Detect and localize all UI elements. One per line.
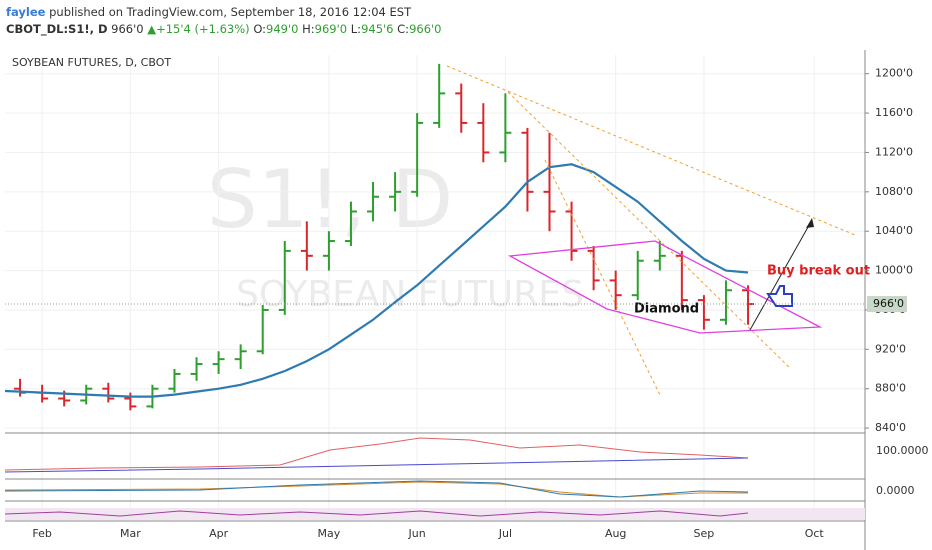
last-price-tag <box>867 296 907 313</box>
change-arrow: ▲ <box>147 22 157 36</box>
panel-band <box>5 508 865 520</box>
x-tick-label: Aug <box>605 527 626 540</box>
diamond <box>507 240 823 334</box>
trend-line <box>446 65 856 236</box>
indicator-line <box>4 457 749 473</box>
annotation: Diamond <box>634 302 699 317</box>
l-label: L: <box>350 22 362 36</box>
x-tick-label: May <box>318 527 341 540</box>
x-tick-label: Sep <box>694 527 715 540</box>
close: 966'0 <box>409 22 442 36</box>
drawings <box>446 65 856 396</box>
last-price-label: 966'0 <box>873 297 904 310</box>
low: 945'6 <box>361 22 394 36</box>
header-line: faylee published on TradingView.com, Sep… <box>6 4 906 21</box>
x-tick-label: Feb <box>32 527 51 540</box>
change: +15'4 (+1.63%) <box>156 22 250 36</box>
y-tick-label: 920'0 <box>875 342 906 355</box>
indicator-line <box>4 437 749 471</box>
moving-average <box>5 163 749 398</box>
indicator-line <box>4 480 749 498</box>
watermark-sub: SOYBEAN FUTURES <box>236 274 584 315</box>
thumb-icon <box>766 285 793 307</box>
x-tick-label: Mar <box>120 527 141 540</box>
y-tick-label: 1000'0 <box>875 264 913 277</box>
chart-title: SOYBEAN FUTURES, D, CBOT <box>12 56 171 69</box>
o-label: O: <box>253 22 267 36</box>
x-tick-label: Apr <box>209 527 229 540</box>
indicator-line <box>4 510 749 517</box>
arrow-head <box>806 218 814 228</box>
author: faylee <box>6 5 46 19</box>
header-line: CBOT_DL:S1!, D 966'0 ▲+15'4 (+1.63%) O:9… <box>6 21 906 38</box>
c-label: C: <box>397 22 410 36</box>
y-tick-label: 1160'0 <box>875 106 913 119</box>
x-tick-label: Jun <box>408 527 426 540</box>
watermark: S1!, D <box>207 153 453 246</box>
y-tick-label: 1120'0 <box>875 145 913 158</box>
y-tick-label: 1040'0 <box>875 224 913 237</box>
y-tick-label: 1080'0 <box>875 185 913 198</box>
high: 969'0 <box>314 22 348 36</box>
open: 949'0 <box>266 22 299 36</box>
y-tick-label: 880'0 <box>875 382 906 395</box>
y-tick-label: 840'0 <box>875 421 906 434</box>
arrow <box>749 219 813 331</box>
panel-tick-label: 0.0000 <box>876 484 915 497</box>
symbol: CBOT_DL:S1!, D <box>6 22 108 36</box>
published: published on TradingView.com, September … <box>49 5 412 19</box>
annotation: Buy break out <box>767 264 870 279</box>
y-tick-label: 1200'0 <box>875 67 913 80</box>
trend-line <box>544 159 661 396</box>
h-label: H: <box>302 22 315 36</box>
grid <box>5 55 865 520</box>
panel-tick-label: 100.0000 <box>876 444 929 457</box>
x-tick-label: Jul <box>498 527 512 540</box>
last: 966'0 <box>111 22 144 36</box>
header: faylee published on TradingView.com, Sep… <box>6 4 906 38</box>
x-tick-label: Oct <box>805 527 825 540</box>
